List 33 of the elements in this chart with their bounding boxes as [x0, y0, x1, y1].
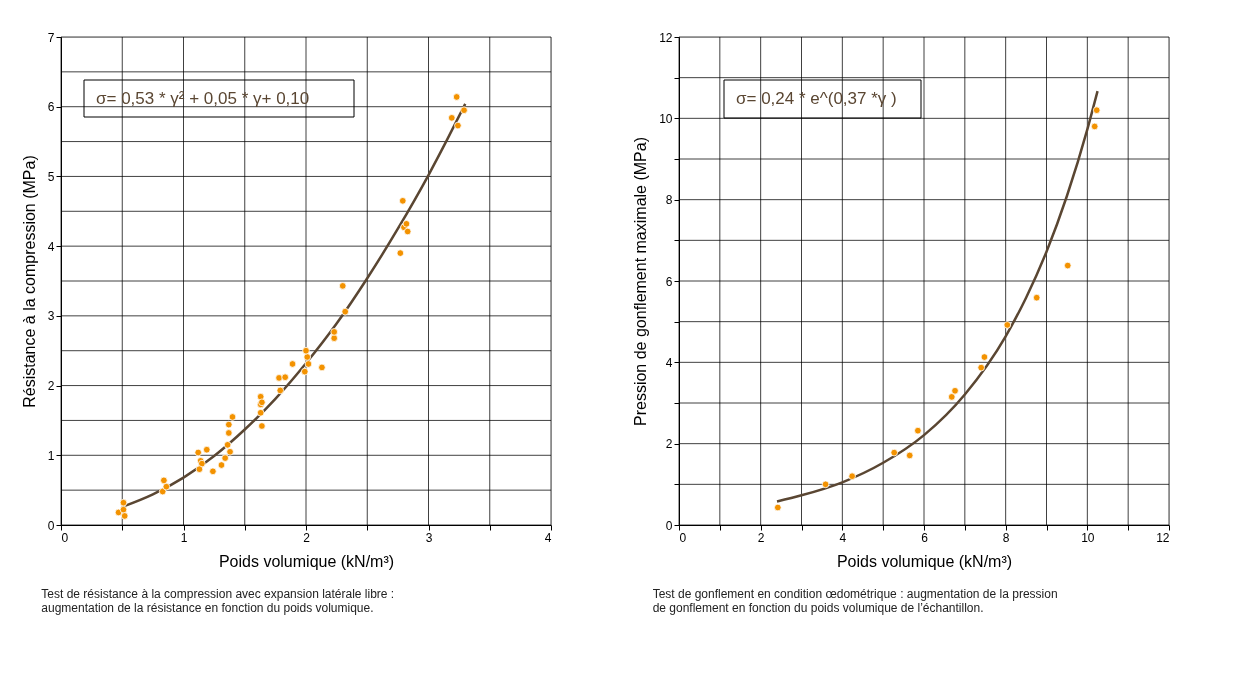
- x-tick-label: 12: [1156, 530, 1170, 545]
- y-tick-label: 10: [659, 111, 673, 126]
- x-tick-label: 8: [1002, 530, 1010, 545]
- x-tick-label: 3: [425, 530, 433, 545]
- x-tick-label: 4: [544, 530, 552, 545]
- y-tick-label: 2: [47, 379, 55, 394]
- y-tick-label: 0: [47, 518, 55, 533]
- x-tick-label: 0: [679, 530, 687, 545]
- y-tick-label: 4: [665, 355, 673, 370]
- x-tick-label: 6: [921, 530, 929, 545]
- y-tick-label: 4: [47, 239, 55, 254]
- x-tick-label: 10: [1081, 530, 1095, 545]
- y-tick-label: 6: [47, 100, 55, 115]
- y-tick-label: 5: [47, 169, 55, 184]
- y-tick-label: 3: [47, 309, 55, 324]
- x-tick-label: 2: [303, 530, 311, 545]
- x-tick-label: 1: [180, 530, 188, 545]
- y-tick-label: 7: [47, 30, 55, 45]
- y-axis-title: Pression de gonflement maximale (MPa): [632, 136, 650, 427]
- x-tick-label: 2: [757, 530, 765, 545]
- y-tick-label: 8: [665, 193, 673, 208]
- y-tick-label: 12: [659, 30, 673, 45]
- y-tick-label: 2: [665, 437, 673, 452]
- text: Test de résistance à la compression avec expansion latérale libre : augmentation de la résistance en fonction du poids volumique.: [41, 587, 395, 615]
- x-tick-label: 0: [61, 530, 69, 545]
- y-tick-label: 0: [665, 518, 673, 533]
- y-tick-label: 6: [665, 274, 673, 289]
- y-tick-label: 1: [47, 448, 55, 463]
- x-tick-label: 4: [839, 530, 847, 545]
- text: Test de gonflement en condition œdométrique : augmentation de la pression de gonflement en fonction du poids volumique de l’échantillon.: [652, 587, 1058, 615]
- x-axis-title: Poids volumique (kN/m³): [836, 552, 1013, 570]
- y-axis-title: Résistance à la compression (MPa): [20, 155, 38, 408]
- x-axis-title: Poids volumique (kN/m³): [218, 552, 395, 570]
